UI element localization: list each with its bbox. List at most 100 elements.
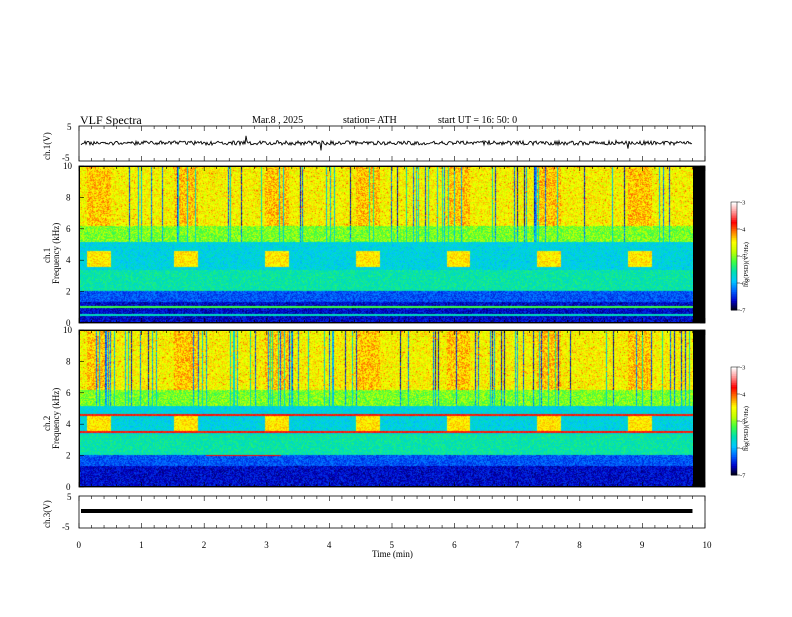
colorbar-tick-label: -3 bbox=[740, 200, 745, 207]
colorbar-cell bbox=[731, 299, 737, 302]
colorbar-cell bbox=[731, 207, 737, 210]
colorbar-cell bbox=[731, 377, 737, 381]
colorbar-cell bbox=[731, 243, 737, 246]
colorbar-tick-label: -4 bbox=[740, 227, 746, 234]
colorbar-cell bbox=[731, 202, 737, 205]
colorbar-cell bbox=[731, 368, 737, 372]
colorbar-cell bbox=[731, 415, 737, 418]
spectrogram-image bbox=[80, 167, 693, 322]
colorbar-cell bbox=[731, 281, 737, 284]
x-tick-label: 6 bbox=[452, 540, 457, 550]
colorbar-cell bbox=[731, 261, 737, 264]
ch1-ytick-top: 5 bbox=[67, 122, 72, 132]
colorbar-cell bbox=[731, 433, 737, 436]
colorbar-cell bbox=[731, 397, 737, 400]
colorbar-cell bbox=[731, 426, 737, 429]
ch3-waveform-ylabel: ch.3(V) bbox=[42, 500, 52, 528]
colorbar-cell bbox=[731, 236, 737, 239]
ch1-colorbar-ticks: -3 -4 -5 -6 -7 bbox=[737, 200, 746, 315]
colorbar-cell bbox=[731, 308, 737, 311]
colorbar-cell bbox=[731, 395, 737, 399]
colorbar-cell bbox=[731, 372, 737, 375]
colorbar-cell bbox=[731, 209, 737, 212]
colorbar-cell bbox=[731, 288, 737, 291]
ch2-spectrogram-yticks: 0 2 4 6 8 10 bbox=[63, 325, 705, 492]
ch1-waveform-line bbox=[80, 135, 693, 151]
colorbar-tick-label: -5 bbox=[740, 254, 745, 261]
colorbar-cell bbox=[731, 218, 737, 221]
ch1-ytick-bottom: -5 bbox=[62, 153, 70, 163]
colorbar-cell bbox=[731, 247, 737, 250]
colorbar-cell bbox=[731, 268, 737, 271]
colorbar-cell bbox=[731, 386, 737, 390]
colorbar-cell bbox=[731, 412, 737, 415]
colorbar-cell bbox=[731, 422, 737, 426]
colorbar-cell bbox=[731, 376, 737, 379]
colorbar-cell bbox=[731, 374, 737, 377]
colorbar-cell bbox=[731, 286, 737, 289]
colorbar-cell bbox=[731, 302, 737, 306]
ch2-spectrogram-ylabel-2: Frequency (kHz) bbox=[51, 388, 61, 449]
ch2-colorbar-label: log(PSD)(V²/Hz) bbox=[743, 406, 750, 451]
colorbar-cell bbox=[731, 444, 737, 447]
ch1-waveform-ylabel: ch.1(V) bbox=[42, 132, 52, 160]
colorbar-cell bbox=[731, 430, 737, 433]
colorbar-cell bbox=[731, 212, 737, 216]
colorbar-cell bbox=[731, 464, 737, 467]
colorbar-tick-label: -7 bbox=[740, 473, 746, 480]
colorbar-cell bbox=[731, 290, 737, 293]
y-tick-label: 0 bbox=[66, 482, 71, 492]
colorbar-cell bbox=[731, 292, 737, 295]
colorbar-cell bbox=[731, 370, 737, 373]
colorbar-cell bbox=[731, 385, 737, 388]
colorbar-cell bbox=[731, 451, 737, 454]
x-tick-label: 0 bbox=[77, 540, 82, 550]
colorbar-cell bbox=[731, 216, 737, 219]
figure-title: VLF Spectra bbox=[80, 113, 142, 127]
y-tick-label: 2 bbox=[66, 287, 71, 297]
x-tick-label: 4 bbox=[327, 540, 332, 550]
colorbar-cell bbox=[731, 439, 737, 442]
y-tick-label: 10 bbox=[63, 325, 73, 335]
colorbar-cell bbox=[731, 388, 737, 391]
x-tick-label: 2 bbox=[202, 540, 207, 550]
colorbar-cell bbox=[731, 297, 737, 300]
colorbar-cell bbox=[731, 428, 737, 431]
colorbar-cell bbox=[731, 435, 737, 438]
colorbar-cell bbox=[731, 259, 737, 262]
colorbar-cell bbox=[731, 283, 737, 286]
ch3-ytick-top: 5 bbox=[67, 492, 72, 502]
x-tick-label: 3 bbox=[264, 540, 269, 550]
colorbar-cell bbox=[731, 275, 737, 279]
colorbar-cell bbox=[731, 442, 737, 445]
colorbar-cell bbox=[731, 250, 737, 253]
colorbar-cell bbox=[731, 381, 737, 384]
ch1-spectrogram-heatmap bbox=[80, 167, 693, 322]
colorbar-cell bbox=[731, 394, 737, 397]
colorbar-cell bbox=[731, 220, 737, 223]
colorbar-cell bbox=[731, 448, 737, 451]
colorbar-cell bbox=[731, 399, 737, 402]
x-axis-label: Time (min) bbox=[372, 549, 413, 559]
colorbar-cell bbox=[731, 265, 737, 268]
colorbar-cell bbox=[731, 225, 737, 228]
date-label: Mar.8 , 2025 bbox=[252, 115, 303, 126]
y-tick-label: 4 bbox=[66, 255, 71, 265]
colorbar-cell bbox=[731, 457, 737, 460]
ch1-spectrogram-yticks: 0 2 4 6 8 10 bbox=[63, 161, 705, 328]
colorbar-cell bbox=[731, 223, 737, 226]
colorbar-cell bbox=[731, 390, 737, 393]
x-tick-label: 8 bbox=[577, 540, 582, 550]
y-tick-label: 6 bbox=[66, 224, 71, 234]
colorbar-cell bbox=[731, 248, 737, 252]
colorbar-cell bbox=[731, 473, 737, 476]
spectrogram-image bbox=[80, 331, 693, 486]
colorbar-cell bbox=[731, 304, 737, 307]
colorbar-cell bbox=[731, 410, 737, 413]
y-tick-label: 4 bbox=[66, 419, 71, 429]
y-tick-label: 2 bbox=[66, 451, 71, 461]
colorbar-cell bbox=[731, 471, 737, 474]
ch2-spectrogram-ylabel-1: ch.2 bbox=[42, 416, 52, 431]
colorbar-cell bbox=[731, 272, 737, 275]
y-tick-label: 8 bbox=[66, 192, 71, 202]
